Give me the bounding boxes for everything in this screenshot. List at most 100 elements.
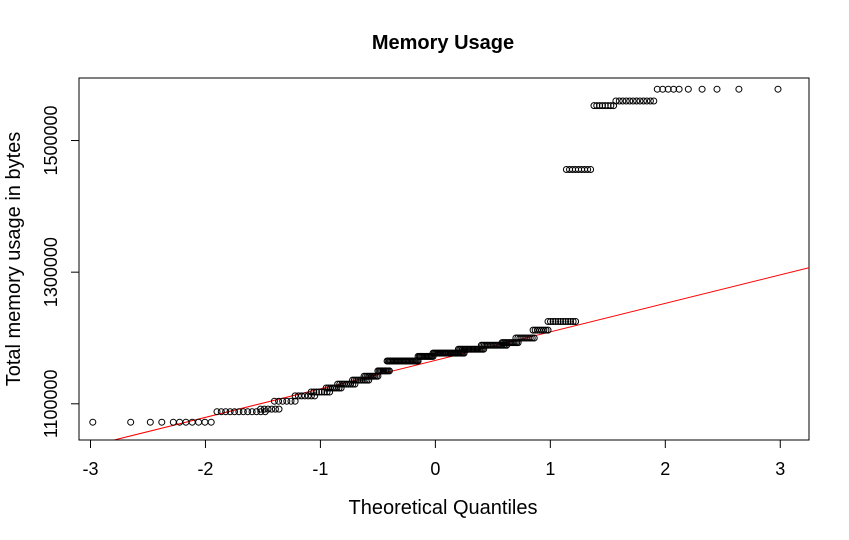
data-point — [231, 408, 238, 416]
data-point — [684, 85, 692, 93]
data-point — [636, 97, 644, 105]
data-point — [313, 388, 320, 396]
data-point — [530, 334, 538, 342]
data-point — [201, 418, 209, 426]
data-point — [89, 418, 97, 426]
data-point — [176, 418, 184, 426]
data-point — [323, 388, 331, 396]
data-point — [279, 397, 287, 405]
data-point — [633, 97, 641, 105]
x-tick-label: -3 — [82, 459, 98, 479]
data-point — [385, 367, 393, 375]
data-point — [542, 326, 550, 334]
data-point — [226, 408, 234, 416]
data-point — [291, 397, 299, 405]
data-point — [559, 318, 567, 325]
data-point — [557, 318, 565, 325]
data-point — [653, 85, 661, 93]
data-point — [260, 405, 268, 413]
data-point — [315, 388, 323, 396]
data-point — [244, 408, 252, 416]
data-point — [619, 97, 627, 105]
reference-line-layer — [112, 267, 809, 440]
data-point — [567, 318, 575, 325]
y-axis: 1100000 1300000 1500000 — [41, 105, 80, 438]
data-point — [528, 334, 536, 342]
data-point — [612, 97, 620, 105]
data-point — [349, 380, 357, 388]
data-point — [217, 408, 225, 416]
data-point — [248, 408, 256, 416]
data-point — [629, 97, 637, 105]
data-point — [480, 345, 488, 353]
data-point — [239, 408, 247, 416]
data-point — [158, 418, 166, 426]
data-point — [564, 318, 572, 325]
data-point — [347, 380, 355, 388]
data-point — [562, 318, 570, 325]
data-point — [298, 392, 306, 400]
x-tick-label: 0 — [430, 459, 440, 479]
data-point — [622, 97, 630, 105]
y-axis-label: Total memory usage in bytes — [3, 132, 25, 387]
data-point — [222, 408, 230, 416]
data-point — [188, 418, 196, 426]
data-point — [664, 85, 672, 93]
data-point — [544, 326, 552, 334]
data-point — [774, 85, 782, 93]
data-point — [640, 97, 647, 105]
data-point — [698, 85, 706, 93]
data-point — [547, 318, 554, 325]
data-point — [310, 388, 318, 396]
data-point — [311, 392, 319, 400]
data-point — [554, 318, 562, 325]
data-point — [283, 397, 291, 405]
data-point — [587, 166, 595, 173]
data-point — [646, 97, 654, 105]
data-point — [275, 397, 283, 405]
y-tick-label: 1100000 — [41, 369, 61, 438]
data-point — [271, 405, 279, 413]
x-tick-label: 1 — [545, 459, 555, 479]
y-tick-label: 1500000 — [41, 105, 61, 175]
x-tick-label: 2 — [660, 459, 670, 479]
plot-frame — [78, 77, 810, 441]
data-point — [127, 418, 135, 426]
data-point — [270, 397, 278, 405]
data-point — [675, 85, 683, 93]
data-point — [643, 97, 651, 105]
data-point — [195, 418, 203, 426]
data-point — [552, 318, 560, 325]
data-point — [146, 418, 154, 426]
x-tick-label: 3 — [775, 459, 785, 479]
data-point — [320, 388, 328, 396]
data-point — [607, 102, 615, 110]
points-layer — [89, 85, 782, 426]
x-axis-label: Theoretical Quantiles — [349, 497, 538, 519]
data-point — [544, 318, 552, 325]
data-point — [650, 97, 658, 105]
data-point — [235, 408, 243, 416]
data-point — [264, 405, 272, 413]
chart-title: Memory Usage — [372, 32, 514, 54]
data-point — [615, 97, 623, 105]
data-point — [549, 318, 557, 325]
data-point — [207, 418, 215, 426]
data-point — [318, 388, 326, 396]
y-tick-label: 1300000 — [41, 237, 61, 307]
data-point — [169, 418, 177, 426]
data-point — [526, 334, 534, 342]
data-point — [213, 408, 221, 416]
data-point — [540, 326, 548, 334]
x-tick-label: -2 — [197, 459, 213, 479]
data-point — [735, 85, 743, 93]
data-point — [257, 405, 265, 413]
x-tick-label: -1 — [312, 459, 328, 479]
data-point — [572, 318, 580, 325]
data-point — [268, 405, 276, 413]
data-point — [626, 97, 634, 105]
data-point — [287, 397, 295, 405]
data-point — [307, 388, 315, 396]
data-point — [713, 85, 721, 93]
data-point — [569, 318, 577, 325]
